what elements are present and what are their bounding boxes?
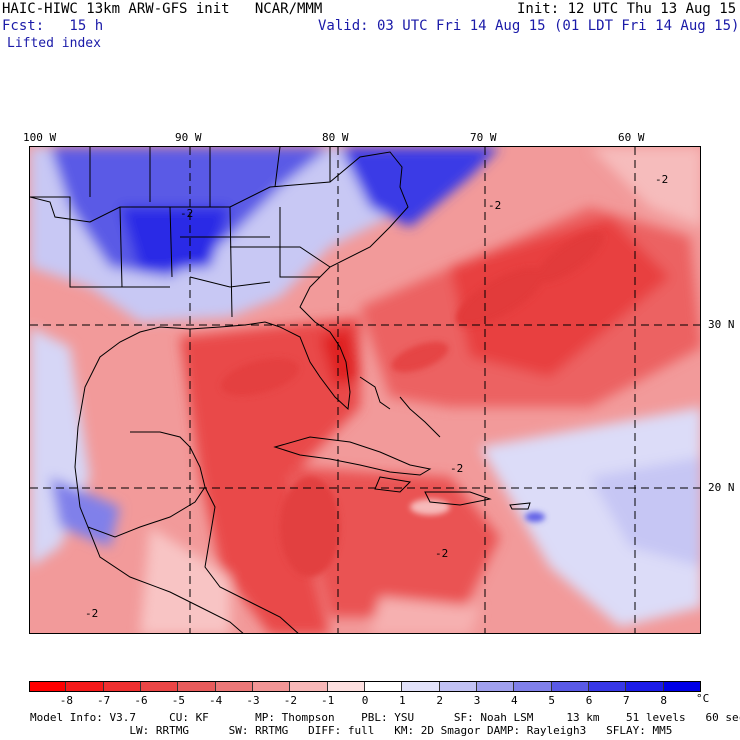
colorbar-swatch: [141, 681, 179, 692]
lon-label-80w: 80 W: [322, 131, 349, 144]
colorbar-swatch: [253, 681, 291, 692]
fine-structure: [221, 231, 604, 577]
colorbar-swatch: [29, 681, 67, 692]
colorbar-swatch: [402, 681, 440, 692]
plot-title: HAIC-HIWC 13km ARW-GFS init NCAR/MMM: [2, 1, 323, 17]
colorbar-frame: [29, 681, 701, 692]
lon-label-90w: 90 W: [175, 131, 202, 144]
colorbar-swatch: [66, 681, 104, 692]
model-info-line2: LW: RRTMG SW: RRTMG DIFF: full KM: 2D Sm…: [30, 724, 673, 737]
colorbar-tick-label: 0: [361, 694, 369, 707]
colorbar-tick-label: 5: [548, 694, 555, 707]
colorbar-swatch: [103, 681, 141, 692]
pacific-weak: [140, 527, 230, 633]
lon-label-60w: 60 W: [618, 131, 645, 144]
svg-text:-2: -2: [435, 547, 448, 560]
colorbar-tick-label: 2: [436, 694, 443, 707]
init-time: Init: 12 UTC Thu 13 Aug 15: [517, 1, 737, 17]
atlantic-core: [450, 217, 670, 377]
contour-labels: -2 -2 -2 -2 -2 -2: [85, 173, 668, 620]
stable-mexico-core: [50, 477, 120, 547]
svg-text:-2: -2: [180, 207, 193, 220]
colorbar-tick-label: 8: [660, 694, 667, 707]
colorbar-swatch: [178, 681, 216, 692]
colorbar-tick-label: 4: [511, 694, 518, 707]
lat-label-20n: 20 N: [708, 481, 735, 494]
colorbar-tick-label: 1: [399, 694, 406, 707]
lifted-index-map: -2 -2 -2 -2 -2 -2: [29, 146, 701, 634]
colorbar-tick-label: -6: [134, 694, 148, 707]
colorbar-swatch: [290, 681, 328, 692]
svg-text:-2: -2: [488, 199, 501, 212]
colorbar-tick-label: 6: [585, 694, 593, 707]
svg-text:-2: -2: [85, 607, 98, 620]
lat-lon-grid: [30, 147, 700, 633]
florida-core: [320, 327, 360, 387]
svg-text:-2: -2: [450, 462, 463, 475]
forecast-hour: Fcst: 15 h: [2, 18, 104, 34]
stable-northeast: [340, 147, 500, 227]
stable-east-core: [590, 457, 700, 567]
colorbar-swatch: [327, 681, 365, 692]
colorbar-swatch: [551, 681, 589, 692]
colorbar-tick-label: -4: [209, 694, 223, 707]
colorbar-tick-label: -1: [321, 694, 335, 707]
colorbar-swatch: [477, 681, 515, 692]
stable-max: [120, 207, 230, 272]
colorbar-unit: °C: [696, 692, 710, 705]
colorbar-tick-label: -7: [97, 694, 111, 707]
model-info-line1: Model Info: V3.7 CU: KF MP: Thompson PBL…: [30, 711, 740, 724]
northeast-weak: [590, 147, 700, 227]
colorbar-tick-label: -3: [246, 694, 260, 707]
lon-label-70w: 70 W: [470, 131, 497, 144]
colorbar-swatch: [589, 681, 627, 692]
coastlines: [30, 147, 531, 633]
colorbar-swatch: [365, 681, 403, 692]
lat-label-30n: 30 N: [708, 318, 735, 331]
gulf-core: [180, 317, 360, 633]
colorbar-swatch: [215, 681, 253, 692]
colorbar-tick-label: -8: [59, 694, 73, 707]
svg-text:-2: -2: [655, 173, 668, 186]
lon-label-100w: 100 W: [23, 131, 57, 144]
colorbar-tick-label: 3: [473, 694, 481, 707]
field-name: Lifted index: [7, 36, 101, 51]
south-weak: [370, 597, 480, 633]
valid-time: Valid: 03 UTC Fri 14 Aug 15 (01 LDT Fri …: [318, 18, 740, 34]
colorbar-tick-label: -2: [283, 694, 297, 707]
map-canvas: -2 -2 -2 -2 -2 -2: [30, 147, 700, 633]
colorbar-tick-label: -5: [171, 694, 185, 707]
stable-caribbean-east: [480, 407, 700, 627]
colorbar-tick-label: 7: [623, 694, 630, 707]
colorbar-swatch: [626, 681, 664, 692]
colorbar-swatch: [439, 681, 477, 692]
colorbar-swatch: [514, 681, 552, 692]
